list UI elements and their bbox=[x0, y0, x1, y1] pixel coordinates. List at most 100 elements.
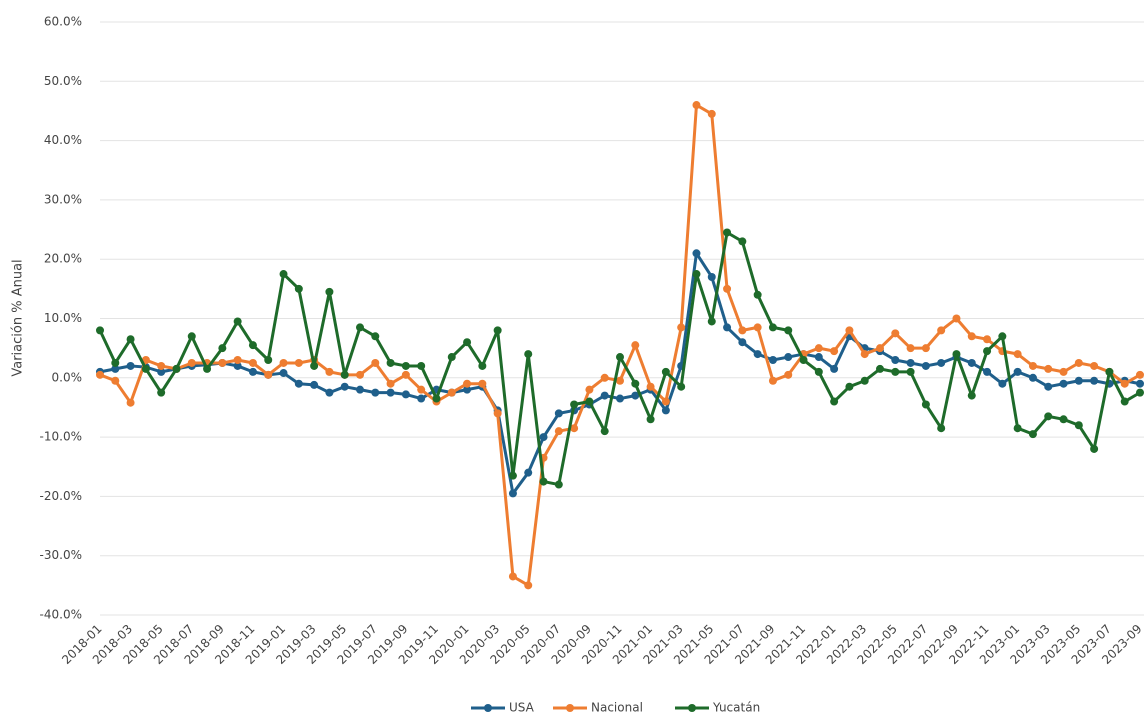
data-point bbox=[570, 424, 579, 433]
data-point bbox=[401, 361, 410, 370]
data-point bbox=[294, 284, 303, 293]
data-point bbox=[1090, 361, 1099, 370]
data-point bbox=[478, 361, 487, 370]
y-tick-label: -10.0% bbox=[40, 430, 82, 444]
legend-label: Nacional bbox=[591, 701, 643, 715]
legend-marker bbox=[484, 704, 492, 712]
legend-item: Yucatán bbox=[675, 701, 760, 715]
data-point bbox=[845, 326, 854, 335]
data-point bbox=[1120, 379, 1129, 388]
data-point bbox=[646, 382, 655, 391]
data-point bbox=[218, 344, 227, 353]
data-point bbox=[814, 344, 823, 353]
data-point bbox=[508, 471, 517, 480]
data-point bbox=[1120, 397, 1129, 406]
data-point bbox=[1013, 424, 1022, 433]
data-point bbox=[1074, 358, 1083, 367]
data-point bbox=[111, 364, 120, 373]
data-point bbox=[447, 388, 456, 397]
data-point bbox=[631, 379, 640, 388]
data-point bbox=[814, 367, 823, 376]
data-point bbox=[401, 370, 410, 379]
data-point bbox=[631, 341, 640, 350]
data-point bbox=[463, 379, 472, 388]
data-point bbox=[539, 477, 548, 486]
data-point bbox=[203, 364, 212, 373]
data-point bbox=[1028, 361, 1037, 370]
data-point bbox=[187, 332, 196, 341]
data-point bbox=[1136, 388, 1144, 397]
data-point bbox=[554, 409, 563, 418]
data-point bbox=[386, 388, 395, 397]
data-point bbox=[96, 326, 104, 335]
data-point bbox=[1044, 412, 1053, 421]
data-point bbox=[631, 391, 640, 400]
data-point bbox=[616, 376, 624, 385]
legend-item: Nacional bbox=[553, 701, 643, 715]
data-point bbox=[264, 356, 273, 365]
data-point bbox=[1074, 376, 1083, 385]
y-tick-label: 0.0% bbox=[52, 370, 83, 384]
data-point bbox=[967, 391, 976, 400]
data-point bbox=[768, 356, 777, 365]
y-tick-label: 50.0% bbox=[44, 74, 82, 88]
data-point bbox=[906, 367, 915, 376]
data-point bbox=[600, 391, 609, 400]
data-point bbox=[371, 332, 380, 341]
data-point bbox=[738, 237, 747, 246]
data-point bbox=[570, 400, 579, 409]
data-point bbox=[692, 101, 701, 110]
data-point bbox=[386, 379, 395, 388]
legend-item: USA bbox=[471, 701, 535, 715]
y-tick-label: -40.0% bbox=[40, 608, 82, 622]
data-point bbox=[983, 347, 992, 356]
data-point bbox=[248, 358, 257, 367]
data-point bbox=[906, 358, 915, 367]
data-point bbox=[524, 581, 533, 590]
y-tick-label: 40.0% bbox=[44, 133, 82, 147]
data-point bbox=[814, 353, 823, 362]
data-point bbox=[830, 347, 839, 356]
data-point bbox=[447, 353, 456, 362]
data-point bbox=[371, 358, 380, 367]
data-point bbox=[784, 326, 793, 335]
data-point bbox=[1059, 367, 1068, 376]
data-point bbox=[1136, 370, 1144, 379]
data-point bbox=[937, 424, 946, 433]
data-point bbox=[432, 394, 441, 403]
data-point bbox=[1059, 415, 1068, 424]
data-point bbox=[921, 344, 930, 353]
data-point bbox=[463, 338, 472, 347]
data-point bbox=[692, 249, 701, 258]
data-point bbox=[998, 379, 1007, 388]
data-point bbox=[96, 370, 104, 379]
data-point bbox=[126, 361, 135, 370]
data-point bbox=[356, 370, 364, 379]
data-point bbox=[248, 367, 257, 376]
data-point bbox=[1044, 364, 1053, 373]
legend-marker bbox=[688, 704, 696, 712]
data-point bbox=[707, 317, 716, 326]
data-point bbox=[141, 364, 150, 373]
data-point bbox=[356, 385, 364, 394]
data-point bbox=[508, 572, 517, 581]
data-point bbox=[967, 358, 976, 367]
data-point bbox=[661, 367, 670, 376]
data-point bbox=[707, 109, 716, 118]
y-tick-label: -20.0% bbox=[40, 489, 82, 503]
data-point bbox=[1059, 379, 1068, 388]
data-point bbox=[937, 358, 946, 367]
data-point bbox=[478, 379, 487, 388]
data-point bbox=[707, 272, 716, 281]
data-point bbox=[508, 489, 517, 498]
data-point bbox=[157, 388, 166, 397]
data-point bbox=[1105, 367, 1114, 376]
data-point bbox=[325, 388, 334, 397]
data-point bbox=[1074, 421, 1083, 430]
data-point bbox=[157, 361, 166, 370]
data-point bbox=[340, 382, 349, 391]
data-point bbox=[753, 323, 762, 332]
data-point bbox=[891, 356, 900, 365]
data-point bbox=[1028, 373, 1037, 382]
